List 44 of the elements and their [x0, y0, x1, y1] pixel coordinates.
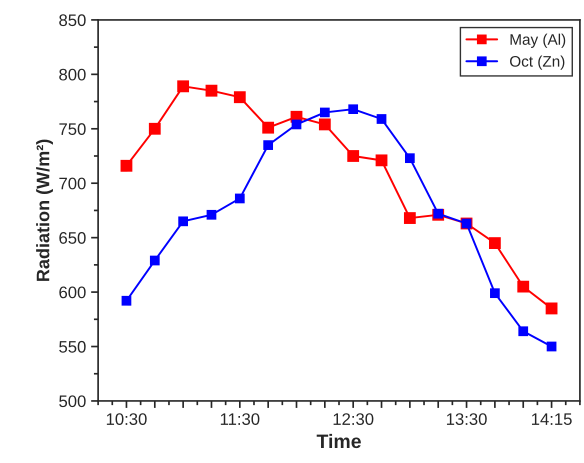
point: [347, 150, 360, 162]
point: [405, 153, 415, 164]
point: [292, 120, 302, 130]
y-axis-title: Radiation (W/m²): [36, 140, 53, 281]
point: [376, 154, 388, 166]
point: [318, 118, 331, 130]
point: [148, 122, 161, 135]
point: [490, 288, 500, 298]
point: [150, 256, 160, 266]
point: [206, 210, 216, 220]
x-tick-label: 10:30: [106, 413, 147, 426]
point: [120, 160, 132, 172]
point: [518, 326, 528, 336]
point: [488, 237, 501, 249]
y-tick-label: 850: [59, 14, 86, 26]
x-axis-title: Time: [316, 434, 361, 448]
point: [234, 194, 245, 204]
y-tick-label: 600: [59, 286, 86, 298]
legend-label: May (Al): [510, 34, 566, 48]
point: [517, 280, 530, 293]
x-tick-label: 12:30: [334, 413, 374, 426]
y-tick-label: 650: [59, 232, 86, 244]
x-tick-label: 11:30: [220, 413, 260, 426]
point: [546, 302, 558, 314]
y-tick-label: 700: [59, 178, 86, 190]
x-tick-label: 14:15: [532, 413, 572, 426]
x-tick-label: 13:30: [446, 413, 487, 426]
point: [320, 108, 330, 118]
point: [234, 91, 246, 104]
point: [178, 216, 188, 226]
point: [546, 342, 556, 352]
y-tick-label: 750: [59, 123, 86, 135]
y-tick-label: 500: [59, 395, 86, 408]
y-tick-label: 800: [59, 68, 86, 81]
point: [263, 140, 274, 150]
point: [348, 104, 358, 114]
point: [376, 114, 386, 124]
point: [262, 122, 274, 134]
point: [404, 212, 416, 224]
point: [177, 80, 190, 92]
legend-label: Oct (Zn): [510, 56, 564, 70]
point: [206, 84, 218, 97]
y-tick-label: 550: [59, 340, 86, 353]
point: [122, 296, 132, 306]
